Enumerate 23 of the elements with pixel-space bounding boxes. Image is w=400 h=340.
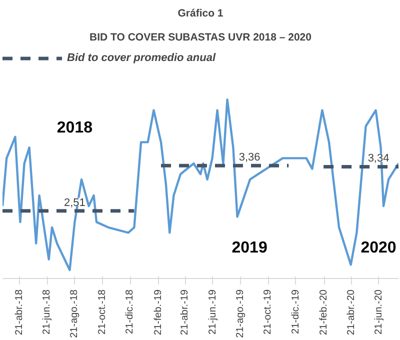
- chart-title: Gráfico 1: [178, 8, 224, 20]
- x-tick-label: 21-feb.-19: [152, 289, 164, 336]
- data-label: 2,51: [64, 196, 86, 209]
- x-tick-label: 21-jun.-20: [373, 289, 384, 335]
- x-tick-label: 21-abr.-20: [346, 289, 357, 336]
- x-tick-label: 21-dic.-19: [290, 289, 302, 334]
- x-tick-label: 21-feb.-20: [318, 289, 330, 336]
- annotation: 2020: [360, 239, 396, 256]
- x-tick-label: 21-dic.-18: [124, 289, 136, 334]
- data-label: 3,36: [238, 152, 260, 164]
- x-tick-label: 21-oct.-19: [262, 289, 274, 335]
- x-tick-label: 21-jun.-19: [207, 289, 218, 335]
- annotation: 2019: [232, 239, 268, 256]
- x-tick-label: 21-abr.-18: [14, 289, 25, 336]
- x-tick-label: 21-ago.-19: [234, 289, 246, 338]
- x-tick-label: 21-jun.-18: [42, 289, 53, 335]
- text: Bid to cover promedio anual: [67, 52, 216, 64]
- chart-subtitle: BID TO COVER SUBASTAS UVR 2018 – 2020: [90, 32, 312, 44]
- x-tick-label: 21-ago.-18: [69, 289, 80, 338]
- annotation: 2018: [56, 120, 93, 137]
- x-tick-label: 21-oct.-18: [96, 289, 108, 335]
- data-label: 3,34: [368, 152, 390, 165]
- x-tick-label: 21-abr.-19: [180, 289, 191, 336]
